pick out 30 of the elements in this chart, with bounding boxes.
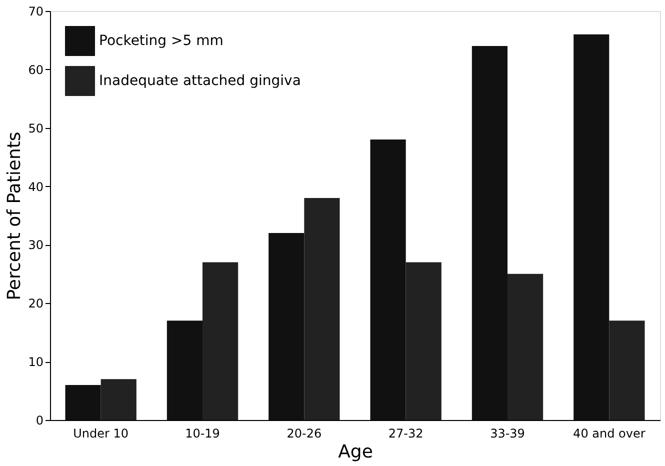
x-tick-label: 20-26	[286, 426, 322, 440]
bar	[304, 198, 340, 420]
x-tick-label: 33-39	[490, 426, 525, 440]
bar	[100, 379, 136, 420]
x-tick-label: 10-19	[185, 426, 220, 440]
bar	[609, 320, 645, 420]
bar	[202, 262, 238, 420]
x-tick-label: 27-32	[388, 426, 424, 440]
y-tick-label: 50	[28, 121, 44, 136]
bar	[268, 233, 304, 420]
bar	[406, 262, 442, 420]
y-tick-label: 20	[28, 296, 44, 311]
y-tick-label: 40	[28, 180, 44, 194]
y-tick-label: 0	[36, 414, 44, 428]
bar	[472, 46, 508, 420]
x-tick-label: 40 and over	[573, 426, 646, 440]
bar	[508, 274, 544, 420]
bar	[65, 384, 101, 420]
bar	[370, 140, 406, 420]
bar	[166, 320, 202, 420]
legend-label: Pocketing >5 mm	[99, 33, 224, 49]
x-tick-label: Under 10	[73, 426, 129, 440]
x-axis-title: Age	[338, 442, 373, 462]
y-tick-label: 70	[28, 4, 44, 18]
y-tick-label: 10	[28, 355, 44, 370]
legend-label: Inadequate attached gingiva	[99, 73, 301, 89]
bar	[574, 34, 610, 420]
y-axis-title: Percent of Patients	[4, 132, 26, 300]
y-tick-label: 30	[28, 238, 44, 252]
y-tick-label: 60	[28, 62, 44, 77]
